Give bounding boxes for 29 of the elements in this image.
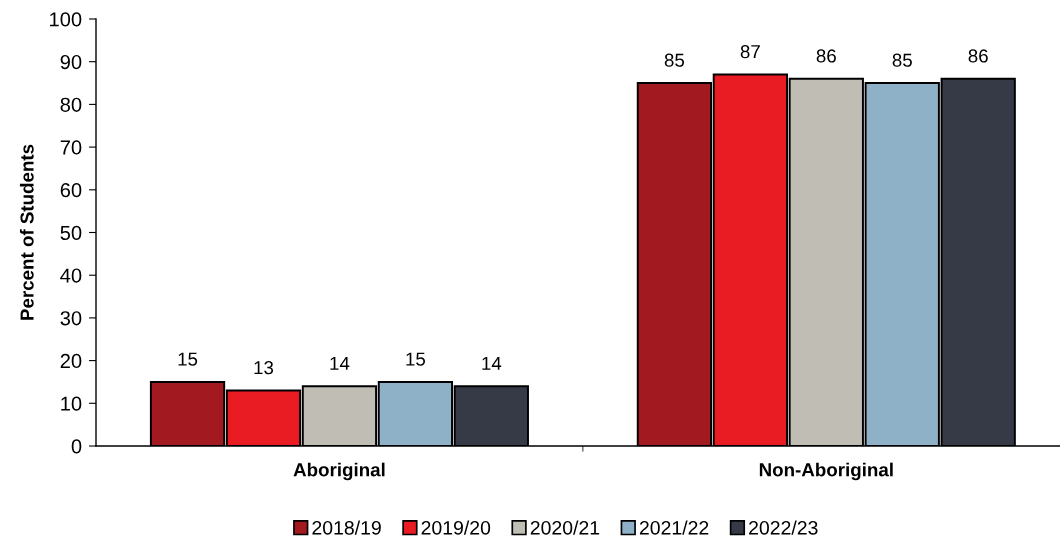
data-label: 87 [740, 45, 760, 59]
y-tick-label: 20 [60, 353, 82, 369]
y-tick-label: 10 [61, 396, 82, 411]
data-label: 14 [482, 356, 502, 370]
data-label: 15 [406, 352, 426, 366]
legend-label: 2018/19 [312, 520, 381, 535]
y-tick-label: 60 [60, 183, 82, 198]
y-tick-label: 100 [50, 12, 82, 27]
data-label: 86 [968, 49, 988, 63]
legend-label: 2021/22 [639, 520, 709, 535]
y-tick-label: 50 [60, 225, 82, 240]
y-tick-label: 30 [60, 311, 82, 326]
data-label: 85 [664, 53, 685, 67]
data-label: 13 [254, 361, 274, 375]
x-tick-label: Non-Aboriginal [759, 462, 893, 481]
legend-label: 2022/23 [749, 520, 818, 535]
data-label: 15 [178, 352, 198, 366]
y-tick-label: 0 [71, 439, 82, 454]
legend-label: 2019/20 [421, 520, 491, 535]
y-tick-label: 40 [60, 268, 82, 283]
data-label: 86 [816, 49, 836, 63]
data-label: 14 [330, 356, 350, 370]
x-tick-label: Aboriginal [293, 462, 385, 481]
data-label: 85 [892, 53, 912, 67]
legend-label: 2020/21 [530, 520, 600, 535]
y-tick-label: 70 [60, 140, 82, 155]
y-axis-title: Percent of Students [19, 144, 34, 320]
y-tick-label: 80 [60, 97, 82, 112]
y-tick-label: 90 [60, 54, 82, 70]
